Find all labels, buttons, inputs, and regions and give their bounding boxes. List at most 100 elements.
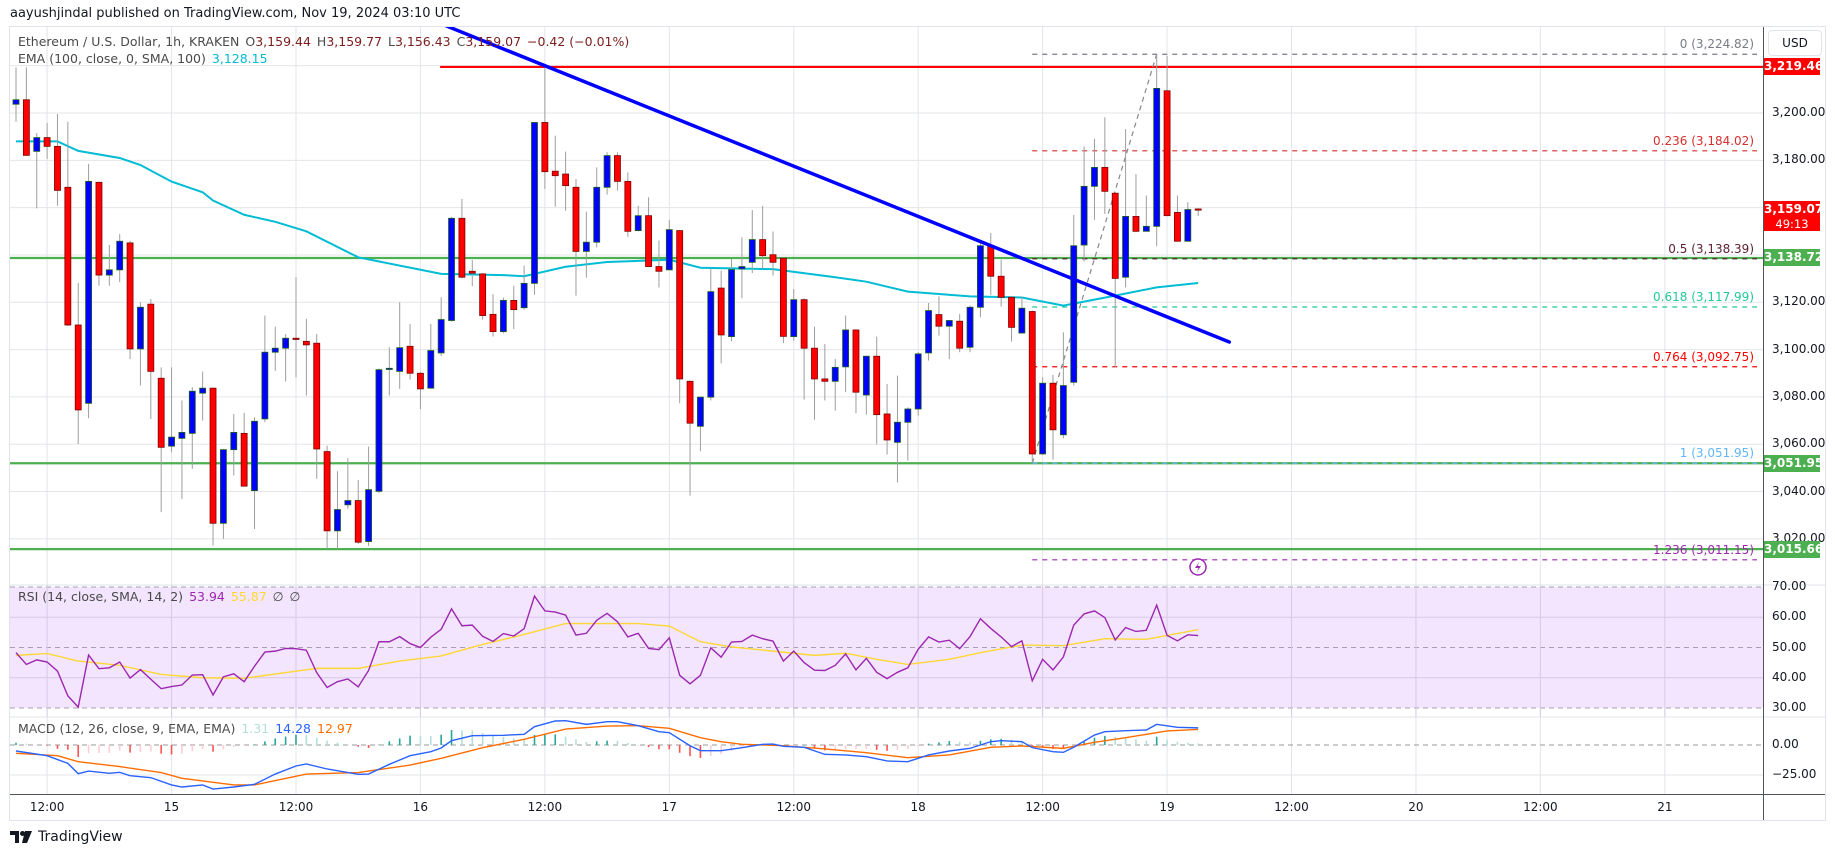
candle-up[interactable] [12, 67, 20, 122]
candle-down[interactable] [779, 257, 787, 344]
candle-down[interactable] [209, 387, 217, 546]
candle-up[interactable] [728, 258, 735, 342]
candle-down[interactable] [489, 294, 497, 337]
candle-up[interactable] [437, 297, 445, 357]
candle-up[interactable] [271, 326, 279, 371]
macd-pane[interactable] [10, 719, 1763, 790]
candle-up[interactable] [116, 233, 124, 283]
candle-up[interactable] [966, 305, 974, 353]
candle-down[interactable] [759, 205, 767, 269]
ema-label[interactable]: EMA (100, close, 0, SMA, 100) [18, 51, 206, 66]
rsi-label[interactable]: RSI (14, close, SMA, 14, 2) [18, 589, 184, 604]
candle-up[interactable] [531, 121, 538, 295]
candle-down[interactable] [645, 197, 652, 267]
candle-up[interactable] [914, 352, 922, 416]
candle-down[interactable] [1174, 195, 1181, 242]
candle-down[interactable] [821, 343, 829, 401]
candle-up[interactable] [1091, 139, 1098, 220]
candle-up[interactable] [188, 387, 196, 469]
bearish-trendline[interactable] [444, 26, 1232, 344]
candle-down[interactable] [64, 121, 72, 326]
candle-down[interactable] [479, 273, 487, 320]
candle-down[interactable] [562, 151, 570, 211]
candle-up[interactable] [1080, 146, 1088, 262]
candle-down[interactable] [510, 285, 518, 330]
candle-down[interactable] [614, 152, 621, 191]
price-pane[interactable] [10, 26, 1763, 561]
candle-down[interactable] [551, 135, 559, 207]
candle-down[interactable] [676, 230, 684, 404]
candle-up[interactable] [1153, 54, 1161, 247]
candle-down[interactable] [873, 336, 881, 445]
candle-up[interactable] [282, 333, 290, 382]
candle-down[interactable] [157, 367, 165, 513]
candle-up[interactable] [831, 359, 839, 411]
candle-down[interactable] [769, 231, 777, 276]
candle-down[interactable] [292, 277, 300, 378]
candle-down[interactable] [126, 240, 134, 360]
candle-down[interactable] [74, 282, 82, 445]
candle-down[interactable] [956, 313, 964, 353]
candle-up[interactable] [904, 407, 912, 461]
candle-up[interactable] [665, 219, 673, 271]
candle-down[interactable] [717, 270, 725, 364]
candle-up[interactable] [33, 133, 41, 209]
candle-up[interactable] [251, 417, 258, 529]
candle-down[interactable] [811, 326, 818, 420]
candle-down[interactable] [572, 179, 580, 296]
candle-down[interactable] [313, 333, 321, 479]
candle-down[interactable] [686, 380, 694, 496]
candle-up[interactable] [219, 448, 227, 539]
candle-up[interactable] [230, 413, 238, 476]
candle-down[interactable] [43, 122, 51, 159]
candle-up[interactable] [396, 302, 404, 389]
candle-up[interactable] [925, 302, 932, 361]
candle-down[interactable] [997, 259, 1005, 307]
candle-up[interactable] [178, 400, 186, 499]
candle-down[interactable] [624, 172, 632, 237]
candle-up[interactable] [1018, 296, 1026, 334]
candle-up[interactable] [1122, 129, 1129, 288]
candle-down[interactable] [1163, 55, 1171, 217]
candle-down[interactable] [468, 259, 476, 287]
candle-down[interactable] [147, 298, 155, 419]
candle-up[interactable] [375, 368, 383, 493]
candle-up[interactable] [344, 458, 352, 509]
candle-up[interactable] [334, 471, 341, 549]
candle-down[interactable] [1008, 296, 1015, 342]
candle-down[interactable] [800, 298, 808, 400]
candle-up[interactable] [385, 347, 393, 396]
candle-down[interactable] [354, 479, 362, 544]
candle-up[interactable] [697, 396, 704, 452]
candle-down[interactable] [655, 240, 663, 288]
candle-up[interactable] [977, 240, 984, 318]
candle-down[interactable] [406, 324, 414, 380]
candle-up[interactable] [137, 302, 144, 386]
candle-down[interactable] [95, 181, 103, 286]
candle-up[interactable] [862, 355, 870, 415]
candle-up[interactable] [790, 289, 798, 341]
candle-down[interactable] [1049, 374, 1057, 460]
tradingview-logo[interactable]: TradingView [10, 829, 123, 845]
candle-up[interactable] [1142, 195, 1150, 232]
candle-up[interactable] [582, 211, 590, 278]
alert-lightning-icon[interactable] [1189, 558, 1207, 576]
candle-up[interactable] [1039, 377, 1047, 455]
candle-up[interactable] [945, 320, 953, 360]
candle-up[interactable] [1059, 332, 1067, 439]
candle-down[interactable] [935, 296, 943, 336]
candle-up[interactable] [261, 315, 269, 423]
candle-up[interactable] [634, 205, 642, 232]
candle-down[interactable] [417, 372, 424, 409]
candle-down[interactable] [54, 113, 61, 206]
candle-down[interactable] [1194, 208, 1202, 217]
candle-down[interactable] [323, 445, 331, 549]
candle-up[interactable] [427, 324, 435, 389]
candle-up[interactable] [842, 315, 849, 393]
candle-up[interactable] [1070, 214, 1078, 386]
candle-down[interactable] [458, 198, 466, 279]
candle-down[interactable] [1101, 117, 1109, 215]
candle-up[interactable] [105, 245, 113, 286]
candle-down[interactable] [302, 318, 310, 396]
